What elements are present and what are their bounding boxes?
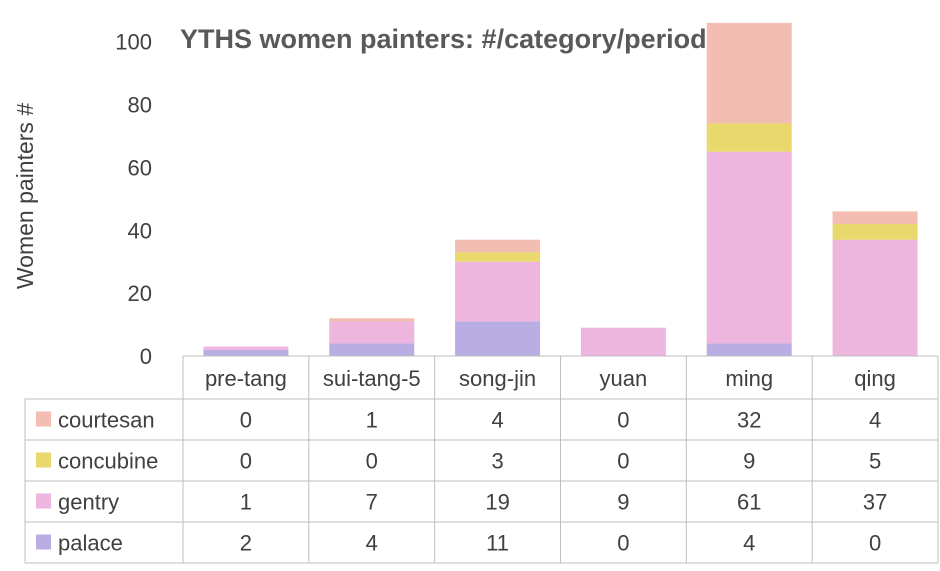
data-table: pre-tang sui-tang-5 song-jin yuan ming qing co…	[24, 355, 939, 564]
legend-key-concubine	[36, 452, 51, 468]
data-label: 4	[869, 408, 881, 433]
y-tick-label: 40	[128, 218, 152, 243]
bar-segment-gentry	[329, 321, 415, 344]
data-label: 32	[737, 408, 761, 433]
category-label: song-jin	[459, 366, 536, 391]
data-label: 7	[366, 490, 378, 515]
bar-segment-gentry	[832, 239, 918, 356]
data-label: 0	[366, 449, 378, 474]
data-label: 37	[863, 490, 887, 515]
legend-key-palace	[36, 534, 51, 550]
data-label: 9	[743, 449, 755, 474]
data-label: 0	[617, 449, 629, 474]
bar-segment-courtesan	[329, 318, 415, 322]
bar-segment-gentry	[580, 327, 666, 356]
bar-segment-palace	[203, 349, 289, 356]
y-tick-label: 0	[140, 344, 152, 369]
legend-key-gentry	[36, 493, 51, 509]
category-label: sui-tang-5	[323, 366, 421, 391]
bar-segment-gentry	[203, 346, 289, 350]
bar-segment-palace	[329, 343, 415, 356]
data-label: 0	[617, 531, 629, 556]
data-label: 0	[869, 531, 881, 556]
data-label: 0	[240, 449, 252, 474]
data-label: 0	[617, 408, 629, 433]
y-tick-label: 100	[115, 30, 152, 55]
bar-segment-concubine	[832, 224, 918, 240]
bar-segment-courtesan	[832, 211, 918, 224]
bar-segment-gentry	[455, 261, 541, 322]
legend-label-courtesan: courtesan	[58, 408, 155, 433]
legend-label-concubine: concubine	[58, 449, 158, 474]
y-tick-label: 20	[128, 281, 152, 306]
legend-label-palace: palace	[58, 531, 123, 556]
data-label: 1	[240, 490, 252, 515]
data-label: 2	[240, 531, 252, 556]
legend-key-courtesan	[36, 411, 51, 427]
bar-segment-courtesan	[455, 239, 541, 253]
data-label: 0	[240, 408, 252, 433]
legend-label-gentry: gentry	[58, 490, 119, 515]
category-label: ming	[725, 366, 773, 391]
data-label: 5	[869, 449, 881, 474]
data-label: 4	[743, 531, 755, 556]
category-label: pre-tang	[205, 366, 287, 391]
y-axis-label: Women painters #	[12, 103, 38, 289]
data-label: 4	[366, 531, 378, 556]
bar-segment-palace	[455, 321, 541, 356]
data-label: 61	[737, 490, 761, 515]
data-label: 9	[617, 490, 629, 515]
bar-segment-palace	[706, 343, 792, 356]
bar-segment-gentry	[706, 151, 792, 344]
bar-segment-concubine	[455, 252, 541, 262]
bar-segment-concubine	[706, 123, 792, 152]
y-tick-label: 60	[128, 155, 152, 180]
category-label: yuan	[600, 366, 648, 391]
data-label: 3	[491, 449, 503, 474]
bars-layer	[203, 22, 918, 356]
y-axis-ticks: 0 20 40 60 80 100	[115, 30, 152, 369]
y-tick-label: 80	[128, 93, 152, 118]
category-label: qing	[854, 366, 896, 391]
data-label: 19	[485, 490, 509, 515]
data-label: 4	[491, 408, 503, 433]
bar-segment-courtesan	[706, 22, 792, 124]
data-label: 1	[366, 408, 378, 433]
data-label: 11	[486, 531, 509, 556]
chart-title: YTHS women painters: #/category/period	[180, 24, 707, 54]
